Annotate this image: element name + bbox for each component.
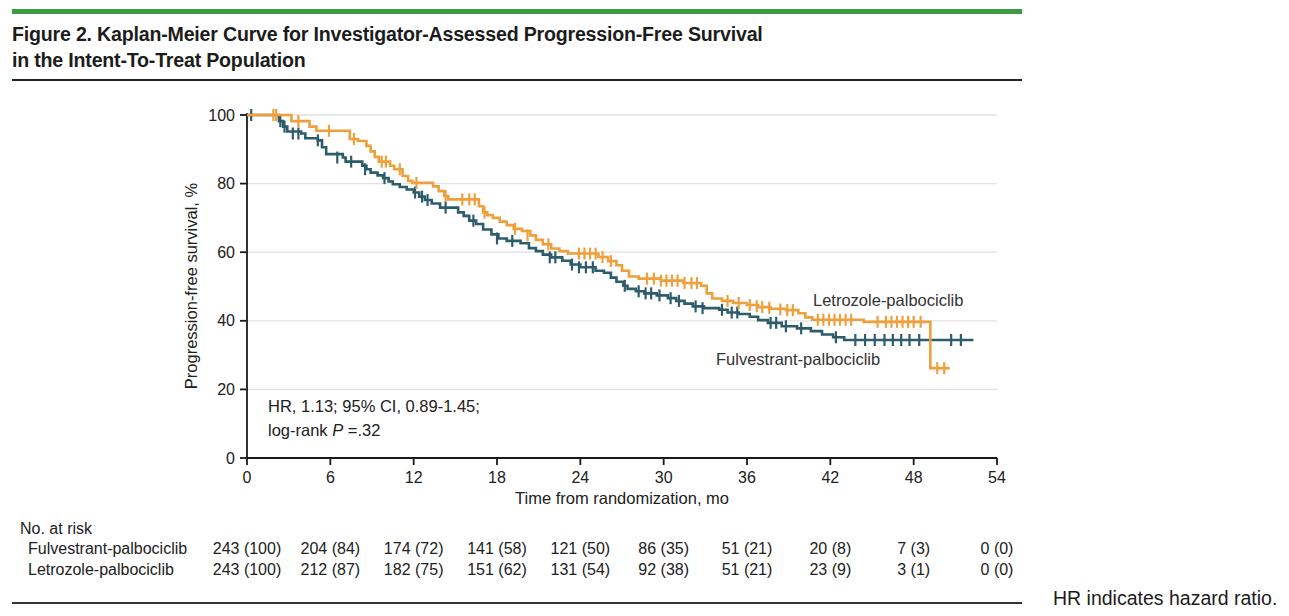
risk-table-cells: 243 (100) 204 (84) 174 (72) 141 (58) 121 (50…	[0, 0, 1289, 616]
risk-cell: 20 (8)	[809, 540, 851, 558]
risk-cell: 51 (21)	[722, 540, 773, 558]
risk-cell: 174 (72)	[384, 540, 444, 558]
risk-cell: 182 (75)	[384, 561, 444, 579]
risk-cell: 7 (3)	[897, 540, 930, 558]
risk-cell: 243 (100)	[213, 561, 282, 579]
risk-cell: 86 (35)	[638, 540, 689, 558]
risk-cell: 151 (62)	[467, 561, 527, 579]
risk-cell: 141 (58)	[467, 540, 527, 558]
risk-cell: 23 (9)	[809, 561, 851, 579]
bottom-divider	[12, 602, 1022, 604]
risk-cell: 51 (21)	[722, 561, 773, 579]
risk-cell: 0 (0)	[981, 540, 1014, 558]
risk-cell: 131 (54)	[551, 561, 611, 579]
risk-cell: 121 (50)	[551, 540, 611, 558]
risk-cell: 243 (100)	[213, 540, 282, 558]
risk-cell: 92 (38)	[638, 561, 689, 579]
risk-cell: 204 (84)	[301, 540, 361, 558]
risk-cell: 3 (1)	[897, 561, 930, 579]
risk-cell: 0 (0)	[981, 561, 1014, 579]
risk-cell: 212 (87)	[301, 561, 361, 579]
figure-footnote: HR indicates hazard ratio.	[1053, 587, 1277, 610]
